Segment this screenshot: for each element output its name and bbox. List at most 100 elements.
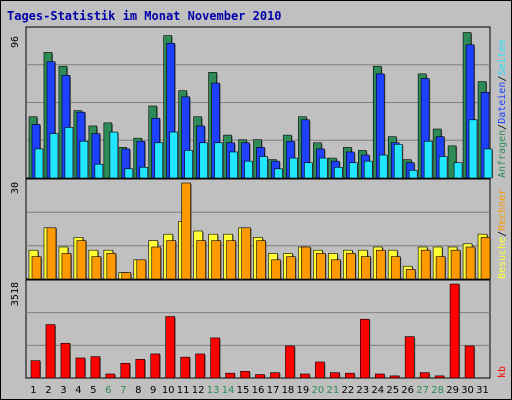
x-tick-label-22: 22: [341, 385, 354, 396]
x-tick-label-16: 16: [252, 385, 265, 396]
top-bar-seiten-day-15: [244, 160, 253, 179]
top-bar-seiten-day-5: [94, 163, 104, 179]
top-bar-seiten-day-10: [169, 131, 179, 179]
bottom-bar-kb-day-26: [404, 336, 415, 379]
bottom-bar-kb-day-9: [150, 353, 161, 379]
panel-requests-files-pages: [25, 26, 494, 179]
legend-entry: kb: [497, 366, 508, 378]
x-tick-label-20: 20: [312, 385, 325, 396]
x-tick-label-24: 24: [371, 385, 384, 396]
middle-bar-rechner-day-8: [136, 259, 147, 280]
x-tick-label-3: 3: [60, 385, 66, 396]
middle-bar-rechner-day-24: [375, 249, 386, 280]
middle-bar-rechner-day-1: [31, 256, 42, 280]
x-tick-label-19: 19: [297, 385, 310, 396]
x-tick-label-31: 31: [476, 385, 489, 396]
top-bar-seiten-day-4: [79, 140, 89, 179]
legend-entry: Dateien: [497, 82, 508, 124]
top-ymax-label: 96: [10, 36, 21, 48]
top-bar-seiten-day-14: [229, 151, 238, 179]
top-bar-seiten-day-30: [468, 119, 478, 179]
top-bar-seiten-day-17: [274, 168, 283, 179]
top-bar-seiten-day-21: [334, 166, 343, 179]
top-bar-seiten-day-7: [124, 168, 134, 179]
middle-bar-rechner-day-5: [91, 256, 102, 280]
bottom-bar-kb-day-15: [240, 371, 250, 379]
middle-bar-rechner-day-25: [390, 256, 401, 280]
bottom-legend: kb: [497, 366, 508, 378]
bottom-bar-kb-day-29: [449, 283, 460, 379]
legend-entry: /: [497, 76, 508, 82]
middle-bar-rechner-day-17: [271, 259, 281, 280]
x-tick-label-5: 5: [90, 385, 96, 396]
panel-visits-hosts: [25, 178, 492, 280]
bottom-bar-kb-day-14: [225, 372, 235, 379]
legend-entry: Rechner: [497, 189, 508, 231]
x-tick-label-25: 25: [386, 385, 399, 396]
chart-title: Tages-Statistik im Monat November 2010: [7, 9, 282, 23]
bottom-bar-kb-day-1: [30, 360, 41, 379]
top-bar-seiten-day-29: [453, 162, 463, 179]
bottom-bar-kb-day-17: [270, 372, 280, 379]
middle-bar-rechner-day-14: [226, 240, 236, 280]
top-bar-seiten-day-9: [154, 142, 164, 179]
x-tick-label-4: 4: [75, 385, 81, 396]
bottom-bar-kb-day-25: [389, 375, 400, 379]
top-bar-seiten-day-2: [49, 133, 59, 179]
bottom-ymax-label: 3518: [10, 282, 21, 306]
middle-bar-rechner-day-16: [256, 240, 266, 280]
middle-bar-rechner-day-26: [405, 269, 416, 280]
bottom-bar-kb-day-6: [105, 373, 116, 379]
x-tick-label-23: 23: [356, 385, 369, 396]
middle-bar-rechner-day-15: [241, 227, 251, 280]
legend-entry: /: [497, 124, 508, 130]
top-bar-seiten-day-31: [483, 148, 493, 179]
middle-bar-rechner-day-30: [465, 246, 476, 280]
top-bar-seiten-day-12: [199, 142, 208, 179]
middle-bar-rechner-day-28: [435, 256, 446, 280]
x-tick-label-18: 18: [282, 385, 295, 396]
middle-bar-rechner-day-10: [166, 240, 177, 280]
bottom-bar-kb-day-7: [120, 363, 131, 379]
x-tick-label-13: 13: [207, 385, 220, 396]
x-tick-label-17: 17: [267, 385, 280, 396]
bottom-bar-kb-day-22: [345, 372, 355, 379]
bottom-bar-kb-day-8: [135, 358, 146, 379]
x-tick-label-8: 8: [135, 385, 141, 396]
top-bar-seiten-day-23: [363, 160, 373, 179]
panel-kilobytes: [25, 279, 491, 379]
bottom-bar-kb-day-10: [165, 316, 176, 379]
middle-bar-rechner-day-3: [61, 253, 72, 280]
bottom-bar-kb-day-30: [464, 345, 475, 379]
top-bar-seiten-day-6: [109, 131, 119, 179]
top-bar-seiten-day-20: [319, 157, 328, 179]
x-tick-label-28: 28: [431, 385, 444, 396]
middle-bar-rechner-day-4: [76, 240, 87, 280]
bottom-bar-kb-day-11: [180, 356, 190, 379]
top-bar-seiten-day-24: [378, 154, 388, 179]
x-axis-labels: 1 2 3 4 5 6 7 8 9 10 11 12 13 14 15 16 17 18 19 20 21 22 23 24 2…: [30, 385, 489, 396]
top-bar-seiten-day-11: [184, 150, 193, 179]
middle-bar-rechner-day-11: [181, 182, 191, 280]
bottom-bar-kb-day-20: [315, 361, 325, 379]
top-bar-seiten-day-28: [438, 156, 448, 179]
x-tick-label-14: 14: [222, 385, 235, 396]
bottom-bar-kb-day-27: [419, 372, 430, 379]
x-tick-label-26: 26: [401, 385, 414, 396]
middle-bar-rechner-day-22: [346, 253, 356, 280]
x-tick-label-2: 2: [45, 385, 51, 396]
bottom-bar-kb-day-13: [210, 337, 220, 379]
bottom-bar-kb-day-21: [330, 372, 340, 379]
bottom-bar-kb-day-23: [359, 318, 370, 379]
x-tick-label-27: 27: [416, 385, 429, 396]
bottom-bar-kb-day-19: [300, 373, 310, 379]
bottom-bar-kb-day-2: [45, 324, 56, 379]
legend-entry: /: [497, 231, 508, 237]
top-bar-seiten-day-18: [289, 157, 298, 179]
x-tick-label-7: 7: [120, 385, 126, 396]
x-tick-label-21: 21: [326, 385, 339, 396]
middle-bar-rechner-day-20: [316, 253, 326, 280]
middle-legend: Besuche/Rechner: [497, 189, 508, 279]
x-tick-label-9: 9: [150, 385, 156, 396]
